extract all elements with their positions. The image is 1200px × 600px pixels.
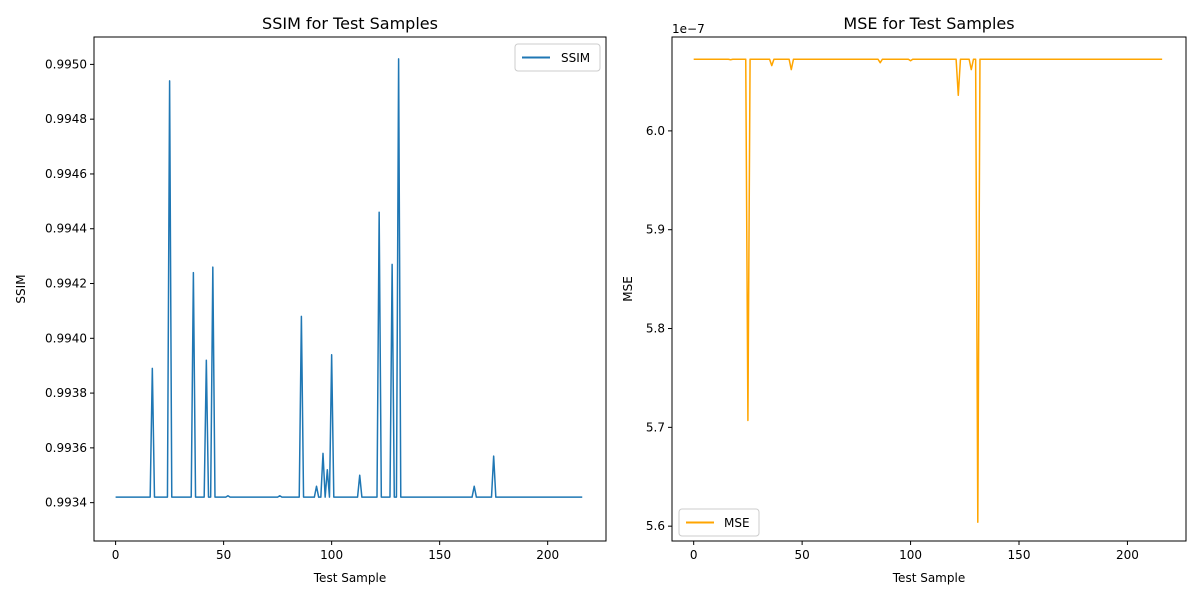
ssim-x-tick-label: 100 bbox=[320, 548, 343, 562]
mse-x-axis: 0 50 100 150 200 bbox=[690, 541, 1139, 562]
ssim-x-tick-label: 150 bbox=[428, 548, 451, 562]
ssim-y-tick-label: 0.9934 bbox=[45, 496, 87, 510]
mse-x-tick-label: 200 bbox=[1116, 548, 1139, 562]
mse-x-tick-label: 0 bbox=[690, 548, 698, 562]
mse-series-line bbox=[693, 58, 1163, 523]
ssim-x-axis: 0 50 100 150 200 bbox=[112, 541, 559, 562]
ssim-y-tick-label: 0.9936 bbox=[45, 441, 87, 455]
ssim-x-tick-label: 200 bbox=[536, 548, 559, 562]
mse-axes-frame bbox=[671, 36, 1187, 542]
mse-legend-label: MSE bbox=[724, 516, 750, 530]
mse-y-tick-label: 5.7 bbox=[646, 420, 665, 434]
mse-legend: MSE bbox=[678, 508, 760, 537]
mse-y-tick-label: 5.6 bbox=[646, 519, 665, 533]
mse-y-tick-label: 5.9 bbox=[646, 223, 665, 237]
ssim-y-tick-label: 0.9944 bbox=[45, 222, 87, 236]
ssim-y-tick-label: 0.9946 bbox=[45, 167, 87, 181]
ssim-x-tick-label: 0 bbox=[112, 548, 120, 562]
ssim-legend-label: SSIM bbox=[561, 51, 590, 65]
mse-y-axis: 5.6 5.7 5.8 5.9 6.0 bbox=[646, 124, 672, 533]
mse-x-tick-label: 50 bbox=[794, 548, 809, 562]
ssim-series-line bbox=[115, 58, 583, 498]
ssim-x-tick-label: 50 bbox=[216, 548, 231, 562]
ssim-y-tick-label: 0.9948 bbox=[45, 112, 87, 126]
mse-offset-text: 1e−7 bbox=[672, 22, 705, 36]
mse-legend-box bbox=[678, 508, 760, 537]
ssim-y-tick-label: 0.9938 bbox=[45, 386, 87, 400]
ssim-plot-area bbox=[115, 58, 583, 498]
mse-y-tick-label: 6.0 bbox=[646, 124, 665, 138]
ssim-x-axis-label: Test Sample bbox=[313, 571, 386, 585]
mse-panel: MSE for Test Samples 1e−7 0 50 100 150 200 5… bbox=[621, 14, 1187, 585]
mse-x-tick-label: 150 bbox=[1008, 548, 1031, 562]
mse-plot-area bbox=[693, 58, 1163, 523]
ssim-panel: SSIM for Test Samples 0 50 100 150 200 0.993… bbox=[14, 14, 607, 585]
ssim-y-axis: 0.9934 0.9936 0.9938 0.9940 0.9942 0.9944 0.99… bbox=[45, 57, 94, 510]
ssim-legend: SSIM bbox=[514, 43, 601, 72]
ssim-y-tick-label: 0.9950 bbox=[45, 57, 87, 71]
mse-x-axis-label: Test Sample bbox=[892, 571, 965, 585]
mse-y-axis-label: MSE bbox=[621, 276, 635, 302]
ssim-legend-box bbox=[514, 43, 601, 72]
ssim-y-tick-label: 0.9940 bbox=[45, 331, 87, 345]
mse-chart-title: MSE for Test Samples bbox=[843, 14, 1014, 33]
mse-x-tick-label: 100 bbox=[899, 548, 922, 562]
mse-y-tick-label: 5.8 bbox=[646, 322, 665, 336]
ssim-axes-frame bbox=[93, 36, 607, 542]
ssim-y-axis-label: SSIM bbox=[14, 274, 28, 303]
ssim-y-tick-label: 0.9942 bbox=[45, 277, 87, 291]
ssim-chart-title: SSIM for Test Samples bbox=[262, 14, 438, 33]
